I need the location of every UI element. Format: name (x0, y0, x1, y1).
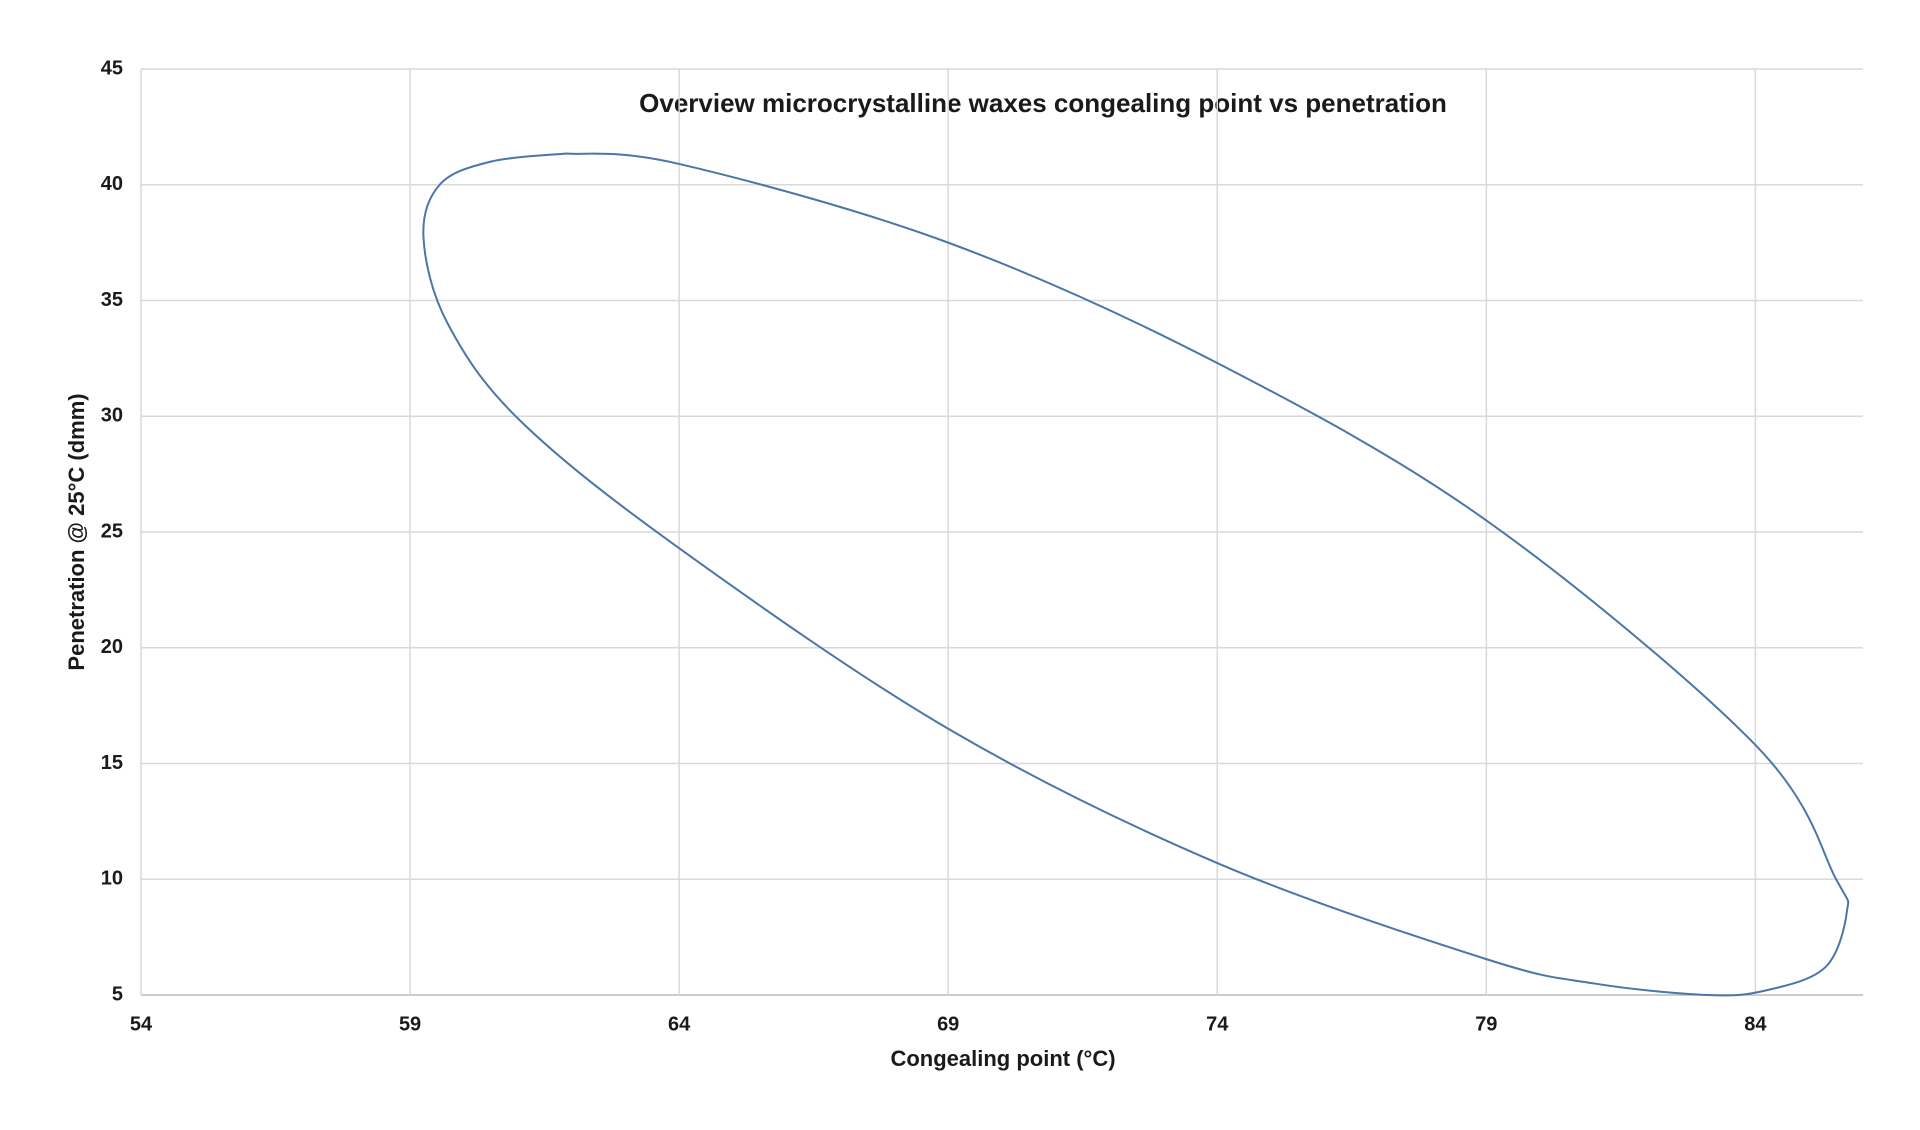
y-tick-label: 45 (101, 57, 123, 79)
y-tick-label: 35 (101, 289, 123, 311)
y-tick-label: 40 (101, 173, 123, 195)
y-tick-label: 5 (112, 983, 123, 1005)
series-line (422, 152, 1850, 997)
x-tick-label: 74 (1206, 1013, 1229, 1035)
x-tick-label: 64 (668, 1013, 691, 1035)
x-tick-label: 69 (937, 1013, 959, 1035)
y-tick-label: 30 (101, 405, 123, 427)
chart-title: Overview microcrystalline waxes congeali… (639, 88, 1447, 118)
x-axis-label: Congealing point (°C) (890, 1046, 1115, 1071)
y-axis-label: Penetration @ 25°C (dmm) (64, 393, 89, 670)
x-tick-label: 59 (399, 1013, 421, 1035)
y-tick-label: 25 (101, 520, 123, 542)
y-tick-label: 15 (101, 752, 123, 774)
x-tick-label: 84 (1744, 1013, 1767, 1035)
y-tick-label: 10 (101, 868, 123, 890)
x-tick-label: 54 (130, 1013, 153, 1035)
y-tick-label: 20 (101, 636, 123, 658)
x-tick-label: 79 (1475, 1013, 1497, 1035)
